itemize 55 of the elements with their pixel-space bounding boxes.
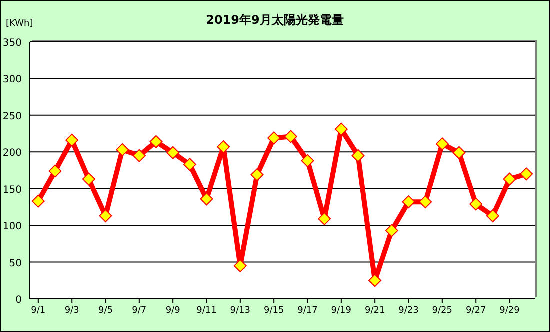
x-tick-label: 9/9 (166, 306, 181, 316)
x-tick-label: 9/1 (31, 306, 46, 316)
y-tick-label: 300 (2, 74, 22, 86)
point (402, 196, 416, 209)
y-tick-label: 150 (2, 184, 22, 196)
y-tick-label: 350 (2, 38, 22, 49)
point (301, 154, 314, 168)
point (150, 135, 163, 148)
point (183, 158, 196, 172)
x-tick-label: 9/17 (298, 306, 318, 316)
point (368, 274, 382, 288)
point (452, 146, 466, 160)
y-tick-label: 50 (9, 258, 22, 270)
point (166, 146, 180, 160)
chart-title: 2019年9月太陽光発電量 (206, 13, 344, 27)
y-tick-label: 250 (2, 111, 22, 122)
x-tick-label: 9/11 (196, 306, 217, 316)
point (116, 143, 130, 156)
point (503, 172, 516, 186)
point (66, 134, 79, 147)
y-tick-label: 0 (16, 295, 22, 306)
point (436, 138, 449, 151)
point (352, 149, 365, 162)
x-tick-label: 9/27 (466, 306, 486, 316)
point (217, 140, 230, 154)
x-tick-label: 9/7 (132, 306, 147, 316)
point (284, 130, 298, 144)
x-tick-label: 9/23 (398, 306, 419, 316)
point (470, 198, 483, 211)
point (234, 259, 247, 272)
x-tick-label: 9/13 (230, 306, 251, 316)
point (48, 164, 62, 178)
x-tick-label: 9/3 (64, 306, 80, 316)
x-tick-label: 9/19 (331, 306, 352, 316)
y-tick-label: 200 (2, 148, 22, 160)
y-tick-label: 100 (2, 222, 22, 233)
point (82, 172, 96, 186)
point (419, 196, 432, 209)
y-axis-title: [KWh] (6, 19, 34, 29)
point (385, 224, 398, 238)
point (318, 212, 332, 226)
point (486, 210, 500, 223)
x-tick-label: 9/15 (264, 306, 284, 316)
point (250, 168, 264, 182)
point (268, 132, 281, 145)
x-tick-label: 9/29 (500, 306, 520, 316)
point (520, 168, 534, 181)
point (99, 210, 112, 223)
point (334, 122, 348, 136)
x-tick-label: 9/5 (98, 306, 113, 316)
x-tick-label: 9/25 (432, 306, 453, 316)
point (132, 149, 146, 162)
point (32, 194, 45, 208)
x-tick-label: 9/21 (364, 306, 386, 316)
point (200, 192, 214, 206)
